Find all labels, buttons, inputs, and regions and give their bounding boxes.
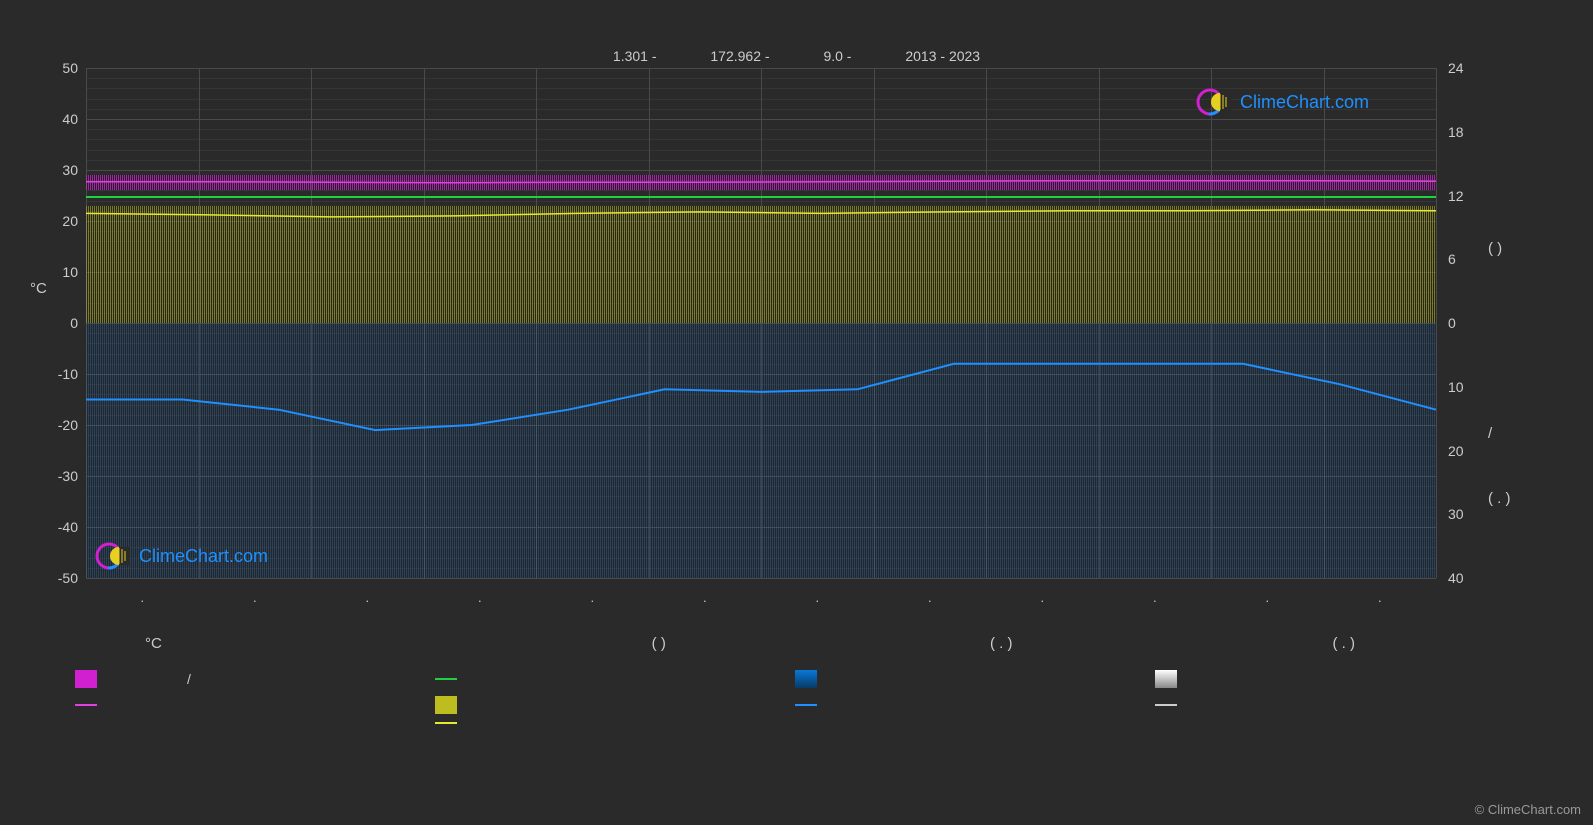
x-tick: . [1153,590,1157,605]
x-tick: . [1265,590,1269,605]
logo-icon [1196,84,1232,120]
y-tick-left: 40 [62,111,78,127]
line-green [86,196,1436,198]
chart-header: 1.301 - 172.962 - 9.0 - 2013 - 2023 [0,48,1593,64]
legend-label: / [187,671,191,687]
legend-headers: °C ( ) ( . ) ( . ) [75,635,1515,652]
legend-item [1155,704,1515,706]
legend-swatch [1155,704,1177,706]
legend-item [435,696,795,714]
band-yellow [86,206,1436,323]
y-tick-right-bottom: 10 [1448,379,1464,395]
climechart-logo: ClimeChart.com [1196,84,1369,120]
legend-item [1155,670,1515,688]
y-tick-right-bottom: 30 [1448,506,1464,522]
header-years: 2013 - 2023 [905,48,980,64]
chart-plot-area [86,68,1436,578]
legend-item: / [75,670,435,688]
y-tick-left: -50 [58,570,78,586]
logo-icon [95,538,131,574]
legend-swatch [435,696,457,714]
gridline-v [1436,68,1437,578]
header-lat: 1.301 - [613,48,657,64]
x-tick: . [590,590,594,605]
y-tick-left: -20 [58,417,78,433]
legend-header-3: ( . ) [830,635,1173,652]
legend-swatch [1155,670,1177,688]
y-axis-right-title: ( ) [1488,240,1502,257]
y-tick-right-bottom: 20 [1448,443,1464,459]
x-tick: . [1378,590,1382,605]
climechart-logo: ClimeChart.com [95,538,268,574]
y-tick-right-bottom: 40 [1448,570,1464,586]
x-tick: . [815,590,819,605]
y-tick-left: 20 [62,213,78,229]
legend-swatch [435,678,457,680]
y-tick-right-top: 6 [1448,251,1456,267]
x-tick: . [478,590,482,605]
x-tick: . [703,590,707,605]
y-tick-left: 30 [62,162,78,178]
x-tick: . [928,590,932,605]
y-tick-left: -40 [58,519,78,535]
x-tick: . [1040,590,1044,605]
legend-header-1: °C [75,635,488,652]
band-magenta [86,175,1436,190]
gridline-h [86,578,1436,579]
y-tick-left: 50 [62,60,78,76]
y-axis-right-title: ( . ) [1488,490,1511,507]
header-elev: 9.0 - [823,48,851,64]
y-axis-left-title: °C [30,280,47,297]
legend-header-2: ( ) [488,635,831,652]
copyright-text: © ClimeChart.com [1475,802,1581,817]
logo-text: ClimeChart.com [1240,92,1369,113]
y-tick-left: 10 [62,264,78,280]
y-tick-right-top: 0 [1448,315,1456,331]
y-tick-left: -30 [58,468,78,484]
x-tick: . [365,590,369,605]
y-tick-right-top: 24 [1448,60,1464,76]
y-tick-right-top: 18 [1448,124,1464,140]
legend-swatch [795,670,817,688]
legend-header-4: ( . ) [1173,635,1516,652]
legend-item [435,722,795,724]
legend-item [435,678,795,680]
legend-row [75,722,1515,724]
legend-swatch [75,670,97,688]
legend-item [75,704,435,706]
legend-swatch [75,704,97,706]
logo-text: ClimeChart.com [139,546,268,567]
legend-item [795,670,1155,688]
legend-row: / [75,670,1515,688]
legend-swatch [435,722,457,724]
band-blue [86,323,1436,578]
y-tick-left: 0 [70,315,78,331]
legend: °C ( ) ( . ) ( . ) / [75,635,1515,732]
y-axis-right-title: / [1488,425,1492,442]
legend-row [75,696,1515,714]
y-tick-left: -10 [58,366,78,382]
legend-swatch [795,704,817,706]
x-tick: . [253,590,257,605]
y-tick-right-top: 12 [1448,188,1464,204]
x-tick: . [140,590,144,605]
legend-item [795,704,1155,706]
header-lon: 172.962 - [710,48,769,64]
